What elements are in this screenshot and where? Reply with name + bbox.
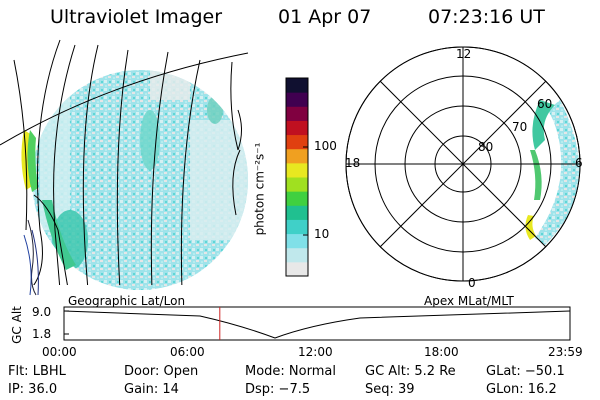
mlt-label-6: 6 [575, 156, 583, 170]
timeline-x-tick-1: 06:00 [170, 345, 205, 359]
info-flt: Flt: LBHL [8, 364, 66, 379]
mlt-label-0: 0 [468, 276, 476, 290]
mlt-label-12: 12 [456, 47, 472, 61]
colorbar-band [286, 219, 308, 235]
colorbar-band [286, 205, 308, 220]
colorbar-band [286, 191, 308, 206]
colorbar-band [286, 177, 308, 192]
colorbar-band [286, 78, 308, 93]
time-label: 07:23:16 UT [428, 6, 545, 28]
info-glat: GLat: −50.1 [486, 364, 565, 379]
colorbar-band [286, 120, 308, 136]
colorbar-band [286, 106, 308, 121]
lat-label-70: 70 [512, 120, 528, 134]
colorbar-band [286, 134, 308, 150]
lat-label-80: 80 [478, 140, 494, 154]
geographic-grid [0, 39, 249, 285]
lat-label-60: 60 [537, 97, 553, 111]
colorbar-band [286, 162, 308, 178]
timeline-x-tick-4: 23:59 [548, 345, 583, 359]
date-label: 01 Apr 07 [278, 6, 372, 28]
coastline [23, 219, 39, 296]
colorbar [285, 77, 309, 277]
info-dsp: Dsp: −7.5 [245, 382, 311, 397]
timeline-x-tick-0: 00:00 [42, 345, 77, 359]
timeline-y-label: GC Alt [9, 306, 24, 344]
info-door: Door: Open [124, 364, 199, 379]
mlt-label-18: 18 [345, 156, 361, 170]
apex-caption: Apex MLat/MLT [424, 294, 514, 308]
colorbar-band [286, 92, 308, 107]
timeline-y-tick-low: 1.8 [32, 327, 52, 341]
colorbar-tick-100: 100 [314, 139, 337, 153]
info-mode: Mode: Normal [245, 364, 336, 379]
info-glon: GLon: 16.2 [486, 382, 557, 397]
polar-plot [345, 46, 581, 282]
instrument-title: Ultraviolet Imager [50, 6, 223, 28]
timeline-plot [63, 306, 571, 341]
info-gc-alt: GC Alt: 5.2 Re [365, 364, 456, 379]
colorbar-tick-10: 10 [314, 227, 330, 241]
info-seq: Seq: 39 [365, 382, 415, 397]
colorbar-band [286, 261, 308, 277]
geographic-image [21, 70, 248, 290]
colorbar-band [286, 247, 308, 263]
colorbar-unit-label: photon cm⁻²s⁻¹ [252, 142, 267, 236]
colorbar-band [286, 233, 308, 249]
info-ip: IP: 36.0 [8, 382, 58, 397]
colorbar-band [286, 148, 308, 164]
timeline-y-tick-high: 9.0 [32, 305, 52, 319]
timeline-x-tick-2: 12:00 [298, 345, 333, 359]
geographic-caption: Geographic Lat/Lon [68, 294, 186, 308]
timeline-x-tick-3: 18:00 [424, 345, 459, 359]
info-gain: Gain: 14 [124, 382, 179, 397]
